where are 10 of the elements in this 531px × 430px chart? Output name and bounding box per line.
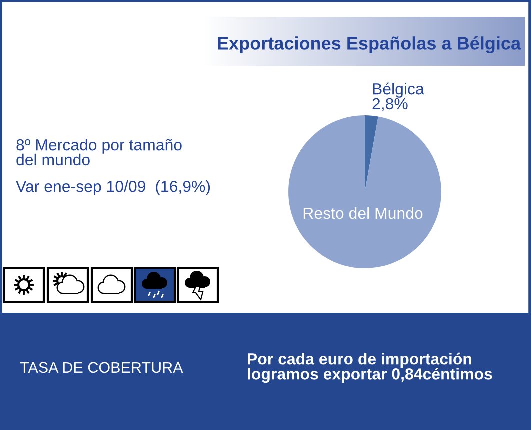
slice-label: Resto del Mundo [304, 207, 423, 220]
data-label: 2,8% [372, 98, 408, 112]
text: Var ene-sep 10/09 (16,9%) [16, 180, 210, 196]
text: 8º Mercado por tamaño del mundo [16, 139, 182, 166]
slice-label: Bélgica [373, 82, 424, 98]
pie-slice [288, 116, 442, 268]
text: Por cada euro de importación logramos exportar 0,84céntimos [248, 352, 492, 384]
pie-slice [365, 116, 378, 192]
chart-title: Exportaciones Españolas a Bélgica [218, 36, 522, 54]
text: TASA DE COBERTURA [20, 362, 184, 374]
